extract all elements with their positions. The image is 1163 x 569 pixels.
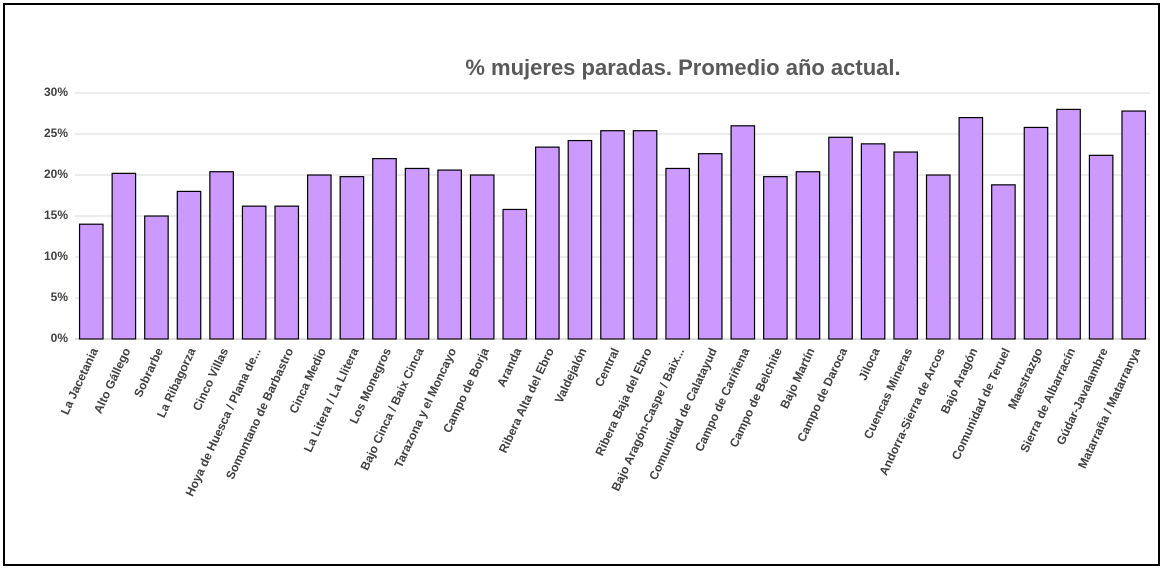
bar [1088, 154, 1114, 340]
bar [535, 146, 560, 340]
bar [404, 167, 430, 340]
y-tick-label: 0% [51, 331, 69, 345]
bar [339, 176, 365, 340]
bar [241, 205, 267, 340]
bar [502, 208, 528, 340]
y-tick-label: 25% [44, 126, 68, 140]
bar [958, 116, 984, 340]
bar [795, 171, 821, 340]
bar [860, 143, 886, 340]
bar [437, 169, 462, 340]
y-tick-label: 30% [44, 85, 68, 99]
bar [730, 125, 756, 340]
bar [78, 223, 104, 340]
bar [111, 172, 137, 340]
bar [600, 130, 625, 340]
bar [697, 153, 723, 340]
bar [893, 151, 919, 340]
bar [991, 184, 1016, 340]
bar [763, 176, 788, 340]
y-tick-label: 5% [51, 290, 69, 304]
bar [925, 174, 951, 340]
bar [1121, 110, 1147, 340]
y-tick-label: 20% [44, 167, 68, 181]
y-tick-label: 10% [44, 249, 68, 263]
bar [1023, 126, 1049, 340]
bar [306, 174, 332, 340]
chart-title: % mujeres paradas. Promedio año actual. [465, 55, 900, 80]
bar [567, 139, 593, 340]
bar [469, 174, 495, 340]
bar [372, 158, 397, 340]
bar [209, 171, 234, 340]
bar [1056, 108, 1081, 340]
bar [632, 130, 658, 340]
bar [176, 190, 202, 340]
y-tick-label: 15% [44, 208, 68, 222]
bar [274, 205, 300, 340]
bar [828, 136, 853, 340]
bar [144, 215, 169, 340]
bar [665, 167, 690, 340]
